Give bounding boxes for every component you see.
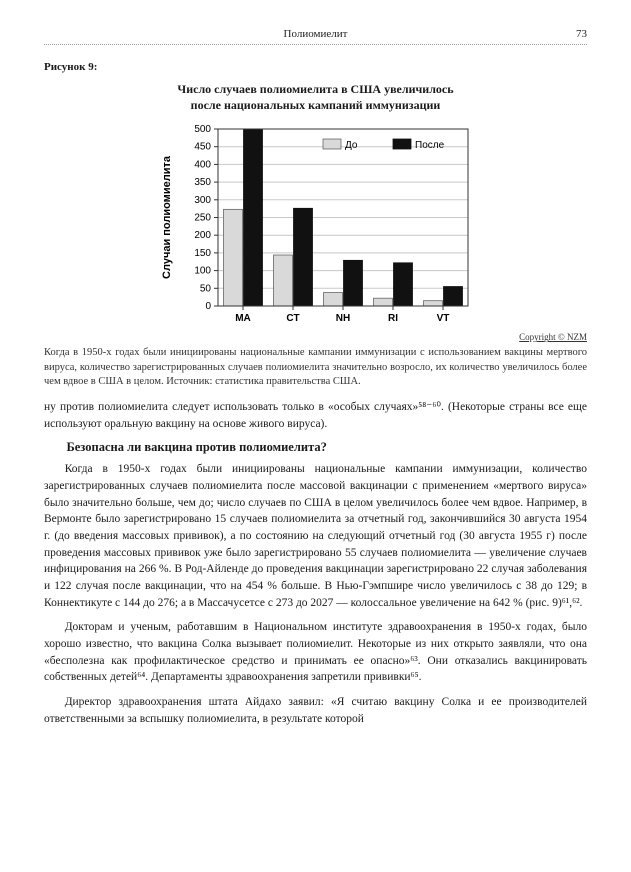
header-rule xyxy=(44,44,587,45)
svg-text:300: 300 xyxy=(194,195,211,206)
svg-text:100: 100 xyxy=(194,266,211,277)
svg-text:150: 150 xyxy=(194,248,211,259)
paragraph-1: Когда в 1950-х годах были инициированы н… xyxy=(44,461,587,611)
svg-text:До: До xyxy=(345,140,358,151)
svg-text:После: После xyxy=(415,140,445,151)
svg-text:VT: VT xyxy=(436,313,449,324)
svg-text:400: 400 xyxy=(194,160,211,171)
carryover-paragraph: ну против полиомиелита следует использов… xyxy=(44,399,587,432)
chart-container: 0 50 100 150 200 250 300 350 400 450 500 Случаи пол… xyxy=(156,123,476,328)
svg-text:NH: NH xyxy=(335,313,349,324)
figure-caption: Когда в 1950-х годах были инициированы н… xyxy=(44,346,587,389)
figure-label: Рисунок 9: xyxy=(44,61,587,73)
svg-text:350: 350 xyxy=(194,177,211,188)
figure-title: Число случаев полиомиелита в США увеличи… xyxy=(136,81,496,113)
svg-text:250: 250 xyxy=(194,213,211,224)
page-number: 73 xyxy=(557,28,587,40)
figure-title-line1: Число случаев полиомиелита в США увеличи… xyxy=(177,82,453,96)
paragraph-2: Докторам и ученым, работавшим в Национал… xyxy=(44,619,587,686)
bar-chart: 0 50 100 150 200 250 300 350 400 450 500 Случаи пол… xyxy=(156,123,476,328)
figure-title-line2: после национальных кампаний иммунизации xyxy=(191,98,441,112)
figure-block: Рисунок 9: Число случаев полиомиелита в … xyxy=(44,61,587,389)
svg-text:Случаи полиомиелита: Случаи полиомиелита xyxy=(161,156,173,280)
svg-text:200: 200 xyxy=(194,231,211,242)
running-head: Полиомиелит 73 xyxy=(44,28,587,40)
running-title: Полиомиелит xyxy=(74,28,557,40)
svg-text:RI: RI xyxy=(388,313,398,324)
svg-text:500: 500 xyxy=(194,124,211,135)
svg-text:CT: CT xyxy=(286,313,299,324)
paragraph-3: Директор здравоохранения штата Айдахо за… xyxy=(44,694,587,727)
svg-text:0: 0 xyxy=(205,301,211,312)
figure-copyright: Copyright © NZM xyxy=(44,332,587,342)
svg-text:50: 50 xyxy=(199,284,211,295)
svg-text:450: 450 xyxy=(194,142,211,153)
svg-text:MA: MA xyxy=(235,313,251,324)
section-heading: Безопасна ли вакцина против полиомиелита… xyxy=(44,440,587,455)
